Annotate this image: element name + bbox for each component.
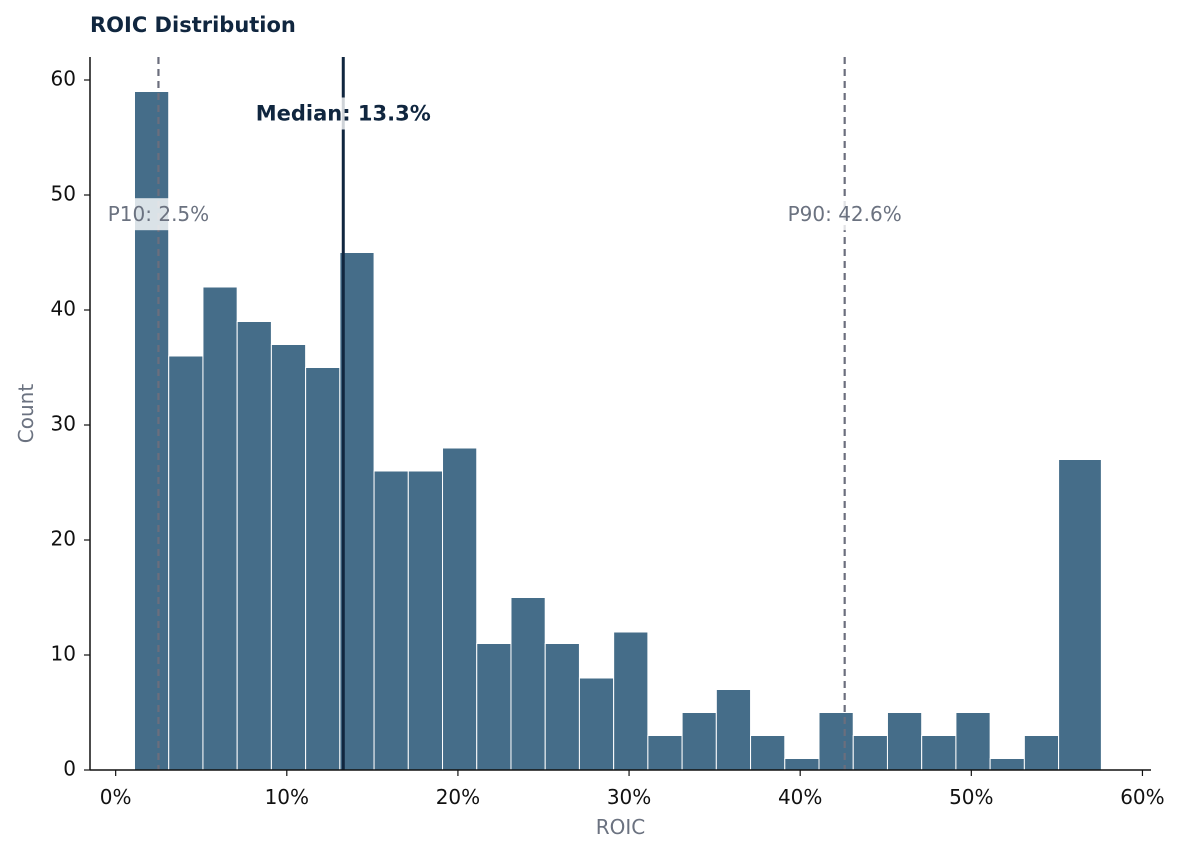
y-tick-label: 40: [51, 297, 76, 321]
y-axis-ticks: 0 10 20 30 40 50 60: [51, 67, 90, 781]
p90-label: P90: 42.6%: [788, 202, 902, 226]
histogram-bar: [715, 689, 752, 771]
p10-label: P10: 2.5%: [108, 202, 209, 226]
axes: [89, 57, 1151, 771]
histogram-bar: [236, 321, 272, 771]
median-label-background: [253, 97, 433, 130]
histogram-bar: [955, 712, 991, 771]
p10-label-background: [105, 198, 212, 231]
histogram-bar: [476, 643, 512, 771]
p90-label-background: [785, 198, 904, 231]
y-tick-label: 60: [51, 67, 76, 91]
histogram-bar: [1058, 459, 1102, 771]
histogram-bar: [339, 252, 375, 771]
y-tick-label: 50: [51, 182, 76, 206]
y-tick-label: 10: [51, 642, 76, 666]
median-label: Median: 13.3%: [256, 102, 431, 126]
histogram-bar: [544, 643, 580, 771]
reference-lines: [157, 57, 846, 770]
y-tick-label: 20: [51, 527, 76, 551]
histogram-bars: [133, 91, 1102, 771]
x-tick-label: 40%: [778, 785, 822, 809]
histogram-bar: [784, 758, 820, 771]
y-tick-label: 0: [63, 757, 76, 781]
reference-labels: Median: 13.3% P10: 2.5% P90: 42.6%: [105, 97, 904, 231]
histogram-bar: [373, 470, 409, 771]
x-tick-label: 20%: [436, 785, 480, 809]
histogram-bar: [1023, 735, 1060, 771]
x-tick-label: 30%: [607, 785, 651, 809]
histogram-bar: [818, 712, 854, 771]
histogram-bar: [989, 758, 1025, 771]
x-tick-label: 50%: [949, 785, 993, 809]
histogram-bar: [442, 447, 478, 771]
histogram-bar: [202, 286, 238, 771]
x-tick-label: 10%: [265, 785, 309, 809]
histogram-bar: [270, 344, 307, 771]
histogram-bar: [168, 355, 204, 771]
x-tick-label: 60%: [1120, 785, 1164, 809]
histogram-bar: [681, 712, 717, 771]
histogram-bar: [647, 735, 683, 771]
histogram-bar: [921, 735, 957, 771]
x-axis-label: ROIC: [596, 815, 646, 839]
histogram-bar: [510, 597, 546, 771]
y-axis-label: Count: [14, 384, 38, 444]
histogram-bar: [578, 677, 615, 771]
histogram-bar: [886, 712, 923, 771]
chart-title: ROIC Distribution: [90, 13, 296, 37]
histogram-bar: [852, 735, 888, 771]
histogram-bar: [407, 470, 444, 771]
histogram-bar: [133, 91, 170, 771]
y-tick-label: 30: [51, 412, 76, 436]
histogram-bar: [305, 367, 341, 771]
x-tick-label: 0%: [100, 785, 132, 809]
x-axis-ticks: 0% 10% 20% 30% 40% 50% 60%: [100, 770, 1165, 809]
histogram-bar: [750, 735, 786, 771]
histogram-bar: [613, 631, 649, 771]
